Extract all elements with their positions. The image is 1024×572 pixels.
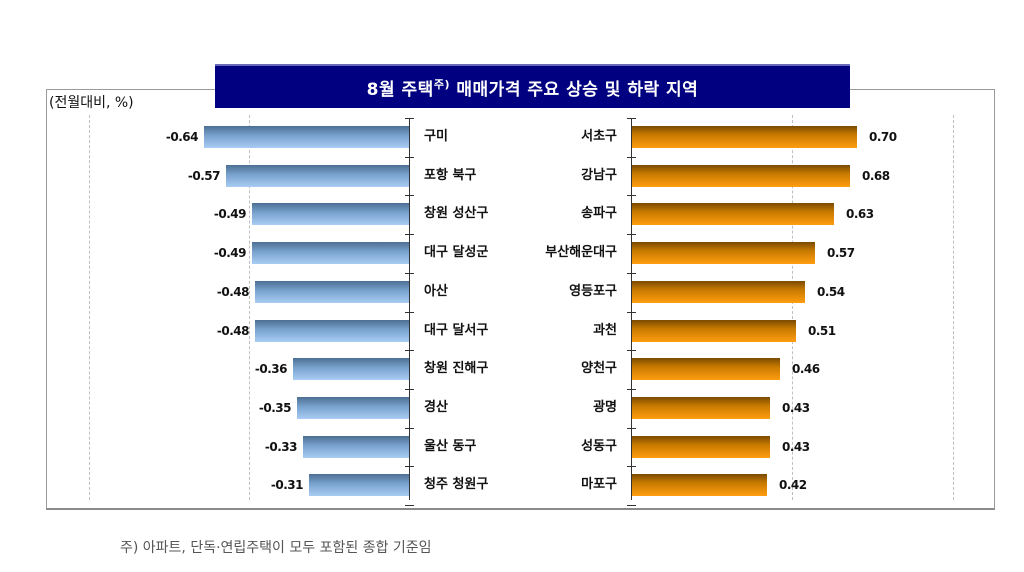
rise-region-label: 송파구 — [581, 206, 617, 221]
rise-region-label: 강남구 — [581, 168, 617, 183]
decline-axis-tick — [405, 195, 414, 196]
decline-bar — [252, 242, 409, 264]
decline-region-label: 포항 북구 — [424, 168, 477, 183]
decline-value-label: -0.48 — [216, 324, 250, 338]
decline-value-label: -0.49 — [213, 207, 247, 221]
decline-region-label: 창원 진해구 — [424, 361, 489, 376]
rise-bar — [632, 397, 770, 419]
chart-frame — [46, 89, 995, 510]
rise-value-label: 0.57 — [827, 246, 855, 260]
decline-bar — [297, 397, 409, 419]
rise-bar — [632, 203, 834, 225]
rise-region-label: 과천 — [593, 323, 617, 338]
decline-value-label: -0.31 — [270, 478, 304, 492]
rise-region-label: 영등포구 — [569, 284, 617, 299]
decline-bar — [293, 358, 409, 380]
rise-region-label: 광명 — [593, 400, 617, 415]
decline-value-label: -0.36 — [254, 362, 288, 376]
rise-bar — [632, 320, 796, 342]
decline-bar — [303, 436, 409, 458]
rise-bar — [632, 126, 857, 148]
decline-region-label: 대구 달서구 — [424, 323, 489, 338]
decline-axis-tick — [405, 466, 414, 467]
rise-bar — [632, 242, 815, 264]
rise-value-label: 0.43 — [782, 401, 810, 415]
decline-region-label: 울산 동구 — [424, 439, 477, 454]
rise-bar — [632, 281, 805, 303]
rise-axis-tick — [627, 350, 636, 351]
decline-axis-tick — [405, 505, 414, 506]
rise-value-label: 0.54 — [817, 285, 845, 299]
rise-value-label: 0.63 — [846, 207, 874, 221]
unit-label: (전월대비, %) — [49, 95, 134, 111]
rise-region-label: 서초구 — [581, 129, 617, 144]
decline-value-label: -0.49 — [213, 246, 247, 260]
rise-bar — [632, 436, 770, 458]
decline-axis-tick — [405, 312, 414, 313]
decline-bar — [252, 203, 409, 225]
rise-bar — [632, 474, 767, 496]
decline-bar — [255, 281, 409, 303]
decline-axis — [409, 118, 410, 500]
decline-axis-tick — [405, 234, 414, 235]
rise-value-label: 0.51 — [808, 324, 836, 338]
decline-axis-tick — [405, 428, 414, 429]
rise-value-label: 0.68 — [862, 169, 890, 183]
decline-value-label: -0.35 — [258, 401, 292, 415]
rise-axis-tick — [627, 466, 636, 467]
decline-axis-tick — [405, 157, 414, 158]
rise-value-label: 0.42 — [779, 478, 807, 492]
decline-region-label: 아산 — [424, 284, 448, 299]
rise-axis-tick — [627, 389, 636, 390]
chart-title-footnote-mark: 주) — [433, 78, 450, 91]
gridline-left-05 — [249, 115, 250, 500]
rise-axis-tick — [627, 118, 636, 119]
chart-title-text: 8월 주택 — [366, 79, 434, 100]
decline-value-label: -0.57 — [187, 169, 221, 183]
rise-axis-tick — [627, 505, 636, 506]
rise-value-label: 0.46 — [792, 362, 820, 376]
gridline-left-1 — [89, 115, 90, 500]
decline-axis-tick — [405, 118, 414, 119]
rise-bar — [632, 358, 780, 380]
rise-axis-tick — [627, 234, 636, 235]
decline-axis-tick — [405, 273, 414, 274]
rise-region-label: 성동구 — [581, 439, 617, 454]
footnote: 주) 아파트, 단독·연립주택이 모두 포함된 종합 기준임 — [120, 540, 432, 556]
rise-value-label: 0.70 — [869, 130, 897, 144]
decline-bar — [204, 126, 409, 148]
rise-region-label: 양천구 — [581, 361, 617, 376]
rise-axis-tick — [627, 195, 636, 196]
decline-value-label: -0.33 — [264, 440, 298, 454]
rise-axis-tick — [627, 428, 636, 429]
decline-bar — [255, 320, 409, 342]
gridline-right-1 — [953, 115, 954, 500]
decline-value-label: -0.64 — [165, 130, 199, 144]
rise-axis-tick — [627, 157, 636, 158]
chart-title: 8월 주택 주) 매매가격 주요 상승 및 하락 지역 — [215, 64, 850, 108]
rise-region-label: 마포구 — [581, 477, 617, 492]
decline-region-label: 경산 — [424, 400, 448, 415]
decline-axis-tick — [405, 389, 414, 390]
rise-axis-tick — [627, 312, 636, 313]
decline-region-label: 창원 성산구 — [424, 206, 489, 221]
decline-value-label: -0.48 — [216, 285, 250, 299]
decline-bar — [226, 165, 409, 187]
decline-region-label: 청주 청원구 — [424, 477, 489, 492]
rise-value-label: 0.43 — [782, 440, 810, 454]
gridline-right-05 — [792, 115, 793, 500]
decline-axis-tick — [405, 350, 414, 351]
rise-region-label: 부산해운대구 — [545, 245, 617, 260]
chart-title-text-rest: 매매가격 주요 상승 및 하락 지역 — [449, 79, 699, 100]
decline-region-label: 구미 — [424, 129, 448, 144]
decline-bar — [309, 474, 409, 496]
rise-axis — [631, 118, 632, 500]
rise-axis-tick — [627, 273, 636, 274]
decline-region-label: 대구 달성군 — [424, 245, 489, 260]
rise-bar — [632, 165, 850, 187]
